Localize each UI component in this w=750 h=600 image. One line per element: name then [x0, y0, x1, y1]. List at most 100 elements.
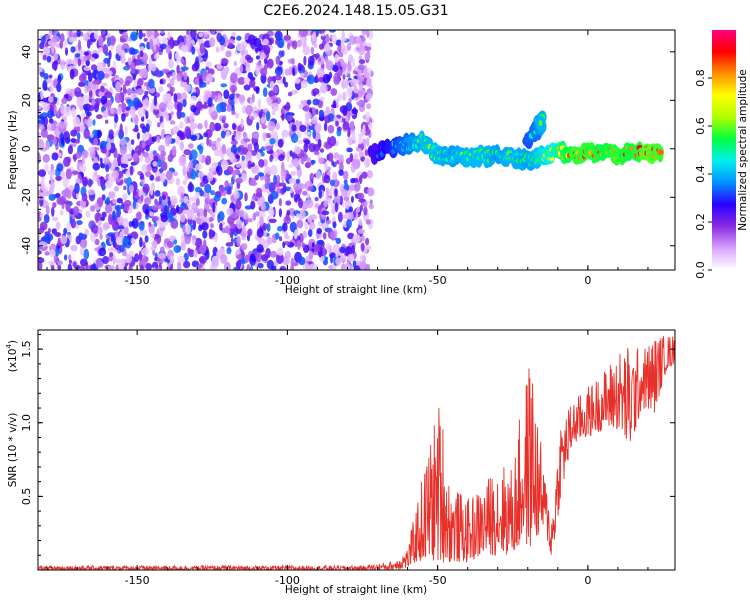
noise-blob — [242, 224, 246, 233]
noise-blob — [261, 254, 269, 262]
noise-blob — [206, 77, 210, 83]
noise-blob — [162, 37, 169, 45]
noise-blob — [165, 44, 171, 54]
noise-blob — [169, 120, 176, 125]
noise-blob — [316, 240, 325, 245]
noise-blob — [245, 54, 252, 61]
noise-blob — [274, 74, 282, 81]
noise-blob — [52, 136, 57, 146]
noise-blob — [223, 122, 229, 129]
noise-blob — [45, 233, 54, 242]
noise-blob — [196, 198, 200, 207]
noise-blob — [38, 261, 43, 270]
noise-blob — [203, 132, 209, 138]
noise-blob — [175, 177, 181, 186]
noise-blob — [214, 93, 218, 103]
noise-blob — [298, 103, 304, 110]
noise-blob — [191, 63, 199, 72]
noise-blob — [172, 171, 179, 177]
noise-blob — [311, 37, 317, 42]
noise-blob — [172, 71, 177, 81]
noise-blob — [230, 145, 238, 155]
noise-blob — [298, 256, 306, 266]
noise-blob — [290, 187, 294, 194]
noise-blob — [99, 233, 103, 240]
snr-axes: -150 -100 -50 0 0.5 1.0 1.5 — [20, 330, 675, 587]
noise-blob — [88, 146, 95, 153]
noise-blob — [198, 255, 207, 264]
noise-blob — [273, 151, 278, 158]
noise-blob — [158, 51, 163, 56]
noise-blob — [177, 260, 182, 270]
noise-blob — [345, 262, 350, 270]
noise-blob — [333, 76, 341, 85]
noise-blob — [83, 66, 91, 72]
noise-blob — [247, 228, 253, 237]
noise-blob — [134, 114, 139, 125]
noise-blob — [130, 139, 135, 145]
noise-blob — [279, 267, 285, 270]
noise-blob — [74, 182, 80, 194]
noise-blob — [278, 182, 287, 187]
noise-blob — [325, 60, 334, 71]
noise-blob — [170, 86, 176, 93]
colorbar-tick-label: 0.8 — [694, 69, 707, 87]
noise-blob — [323, 122, 328, 132]
noise-blob — [350, 178, 356, 184]
noise-blob — [334, 53, 339, 63]
noise-blob — [49, 174, 54, 182]
noise-blob — [257, 98, 261, 109]
noise-blob — [259, 216, 264, 227]
noise-blob — [138, 30, 143, 40]
noise-blob — [212, 145, 216, 151]
noise-blob — [285, 101, 290, 112]
noise-blob — [68, 37, 75, 43]
noise-blob — [131, 218, 139, 229]
noise-blob — [228, 42, 233, 48]
noise-blob — [44, 49, 51, 55]
x-tick-label: 0 — [584, 574, 591, 587]
noise-blob — [125, 254, 133, 264]
noise-blob — [337, 70, 343, 77]
x-tick-label: 0 — [584, 274, 591, 287]
figure-title: C2E6.2024.148.15.05.G31 — [263, 3, 448, 19]
noise-blob — [101, 30, 106, 36]
noise-blob — [284, 186, 292, 192]
noise-blob — [262, 131, 267, 142]
noise-blob — [338, 155, 345, 166]
noise-blob — [290, 133, 299, 143]
noise-blob — [276, 247, 284, 256]
noise-blob — [97, 70, 105, 81]
noise-blob — [38, 241, 47, 248]
noise-blob — [110, 234, 114, 243]
noise-blob — [213, 122, 222, 132]
y-tick-label: 1.0 — [20, 414, 33, 432]
noise-blob — [122, 193, 128, 201]
noise-blob — [154, 190, 161, 197]
noise-blob — [301, 242, 306, 248]
noise-blob — [230, 237, 234, 245]
noise-blob — [280, 188, 285, 195]
noise-blob — [235, 154, 241, 160]
noise-blob — [274, 232, 280, 240]
noise-blob — [145, 214, 149, 220]
noise-blob — [189, 153, 193, 161]
noise-blob — [72, 261, 77, 268]
noise-blob — [143, 151, 150, 158]
noise-blob — [366, 169, 373, 179]
x-tick-label: -150 — [125, 274, 150, 287]
noise-blob — [265, 145, 274, 150]
noise-blob — [56, 110, 60, 118]
noise-blob — [90, 205, 96, 212]
noise-blob — [183, 195, 189, 204]
noise-blob — [166, 100, 174, 111]
noise-blob — [57, 74, 62, 85]
noise-blob — [69, 88, 76, 97]
noise-blob — [114, 204, 123, 211]
noise-blob — [89, 133, 94, 139]
noise-blob — [55, 248, 60, 257]
noise-blob — [240, 118, 244, 128]
noise-blob — [84, 106, 89, 115]
noise-blob — [369, 199, 373, 205]
noise-blob — [256, 244, 264, 253]
